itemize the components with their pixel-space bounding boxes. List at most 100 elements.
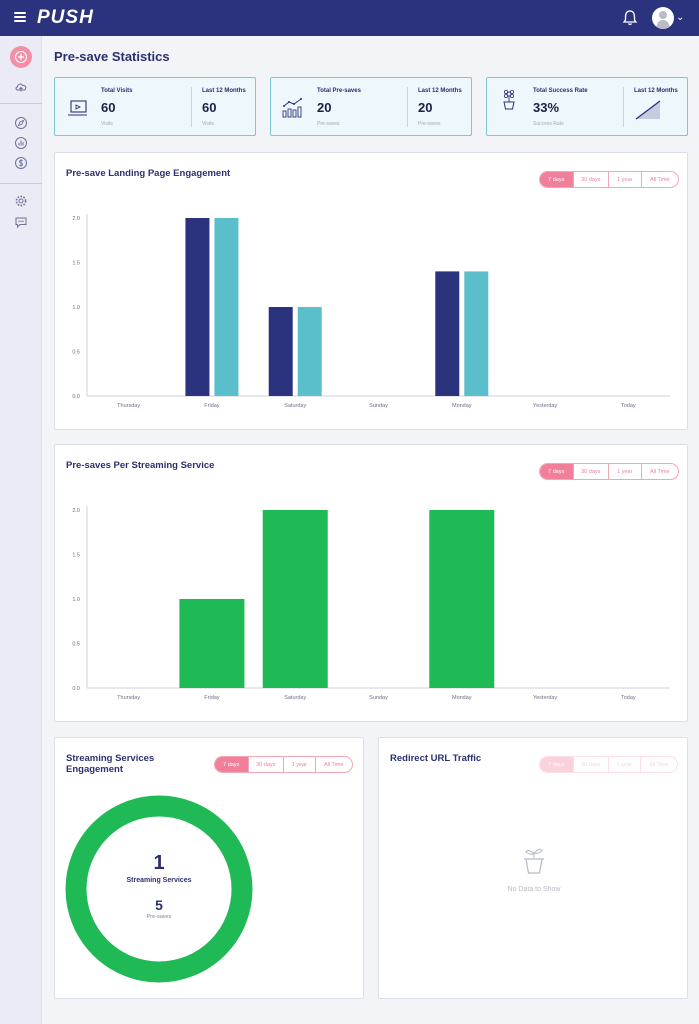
- x-tick-label: Saturday: [284, 695, 306, 701]
- y-tick-label: 1.0: [72, 597, 80, 603]
- streaming-chart-card: Pre-saves Per Streaming Service 7 days 3…: [54, 444, 688, 722]
- bar: [268, 307, 293, 396]
- stat-period-label: Last 12 Months: [418, 88, 462, 94]
- x-tick-label: Friday: [204, 695, 220, 701]
- card-title: Pre-saves Per Streaming Service: [66, 460, 215, 471]
- x-tick-label: Saturday: [284, 403, 306, 409]
- range-selector: 7 days 30 days 1 year All Time: [539, 171, 679, 188]
- y-tick-label: 1.0: [72, 305, 80, 311]
- services-engagement-card: Streaming Services Engagement 7 days 30 …: [54, 737, 364, 999]
- presaves-label: Pre-saves: [146, 914, 172, 920]
- menu-icon[interactable]: [14, 12, 26, 22]
- range-1-year[interactable]: 1 year: [608, 464, 641, 479]
- trend-up-icon: [635, 100, 661, 120]
- bar: [464, 271, 489, 396]
- y-tick-label: 1.5: [72, 261, 80, 267]
- stat-period-value: 60: [202, 100, 217, 115]
- analytics-icon[interactable]: [14, 136, 28, 150]
- chat-icon[interactable]: [14, 215, 28, 229]
- avatar[interactable]: [652, 7, 674, 29]
- empty-pot-icon: [524, 848, 544, 874]
- x-tick-label: Monday: [452, 695, 472, 701]
- services-count: 1: [153, 852, 165, 874]
- services-donut-chart: [65, 795, 253, 983]
- range-1-year[interactable]: 1 year: [608, 757, 640, 772]
- stat-divider: [623, 87, 624, 127]
- range-30-days[interactable]: 30 days: [572, 757, 608, 772]
- chevron-down-icon[interactable]: ⌄: [676, 12, 685, 23]
- stat-sublabel: Visits: [101, 121, 113, 127]
- services-count-label: Streaming Services: [126, 877, 192, 884]
- dollar-icon[interactable]: [14, 156, 28, 170]
- sidebar-divider: [0, 183, 42, 184]
- range-all-time[interactable]: All Time: [640, 172, 678, 187]
- range-1-year[interactable]: 1 year: [283, 757, 315, 772]
- stat-value: 60: [101, 100, 116, 115]
- empty-state-text: No Data to Show: [507, 886, 561, 893]
- card-title: Streaming Services Engagement: [66, 753, 155, 775]
- range-7-days[interactable]: 7 days: [540, 464, 573, 479]
- card-title: Redirect URL Traffic: [390, 753, 482, 764]
- y-tick-label: 0.0: [72, 394, 80, 400]
- growth-chart-icon: [282, 98, 302, 118]
- bar: [179, 599, 245, 688]
- x-tick-label: Today: [621, 403, 636, 409]
- sidebar: [0, 36, 42, 1024]
- x-tick-label: Yesterday: [533, 695, 558, 701]
- stat-value: 33%: [533, 100, 560, 115]
- laptop-icon: [68, 100, 87, 116]
- range-1-year[interactable]: 1 year: [608, 172, 641, 187]
- x-tick-label: Monday: [452, 403, 472, 409]
- flower-pot-icon: [503, 90, 515, 110]
- range-7-days[interactable]: 7 days: [540, 757, 573, 772]
- range-30-days[interactable]: 30 days: [572, 172, 608, 187]
- compass-icon[interactable]: [14, 116, 28, 130]
- y-tick-label: 2.0: [72, 216, 80, 222]
- x-tick-label: Thursday: [117, 403, 140, 409]
- range-selector: 7 days 30 days 1 year All Time: [539, 463, 679, 480]
- bell-icon[interactable]: [622, 9, 638, 27]
- stat-card-visits: Total Visits 60 Visits Last 12 Months 60…: [54, 77, 256, 136]
- bar: [297, 307, 322, 396]
- bar: [429, 510, 495, 688]
- page-title: Pre-save Statistics: [54, 49, 170, 64]
- top-bar: PUSH ⌄: [0, 0, 699, 36]
- range-7-days[interactable]: 7 days: [215, 757, 248, 772]
- bar: [214, 218, 239, 396]
- engagement-bar-chart: 0.0 0.5 1.0 1.5 2.0 Thursday Friday Saturday Sun…: [72, 214, 670, 409]
- y-tick-label: 0.0: [72, 686, 80, 692]
- stat-period-label: Last 12 Months: [634, 88, 678, 94]
- bar: [435, 271, 460, 396]
- stat-card-success-rate: Total Success Rate 33% Success Rate Last…: [486, 77, 688, 136]
- range-30-days[interactable]: 30 days: [572, 464, 608, 479]
- range-all-time[interactable]: All Time: [314, 757, 352, 772]
- range-selector: 7 days 30 days 1 year All Time: [539, 756, 678, 773]
- engagement-chart-card: Pre-save Landing Page Engagement 7 days …: [54, 152, 688, 430]
- range-all-time[interactable]: All Time: [640, 464, 678, 479]
- stat-period-sublabel: Pre-saves: [418, 121, 441, 127]
- x-tick-label: Thursday: [117, 695, 140, 701]
- x-tick-label: Sunday: [369, 403, 388, 409]
- stat-label: Total Visits: [101, 88, 133, 94]
- range-30-days[interactable]: 30 days: [247, 757, 283, 772]
- bar: [185, 218, 210, 396]
- stat-sublabel: Pre-saves: [317, 121, 340, 127]
- range-7-days[interactable]: 7 days: [540, 172, 573, 187]
- stat-value: 20: [317, 100, 332, 115]
- stat-sublabel: Success Rate: [533, 121, 564, 127]
- stat-period-value: 20: [418, 100, 433, 115]
- bar: [262, 510, 328, 688]
- range-selector: 7 days 30 days 1 year All Time: [214, 756, 353, 773]
- add-icon[interactable]: [10, 46, 32, 68]
- stat-card-presaves: Total Pre-saves 20 Pre-saves Last 12 Mon…: [270, 77, 472, 136]
- range-all-time[interactable]: All Time: [639, 757, 677, 772]
- cloud-upload-icon[interactable]: [14, 80, 28, 94]
- stat-label: Total Success Rate: [533, 88, 588, 94]
- stat-divider: [191, 87, 192, 127]
- x-tick-label: Sunday: [369, 695, 388, 701]
- streaming-bar-chart: 0.0 0.5 1.0 1.5 2.0 Thursday Friday Saturday Sun…: [72, 506, 670, 701]
- app-logo[interactable]: PUSH: [37, 7, 94, 28]
- settings-icon[interactable]: [14, 194, 28, 208]
- stat-label: Total Pre-saves: [317, 88, 361, 94]
- y-tick-label: 0.5: [72, 642, 80, 648]
